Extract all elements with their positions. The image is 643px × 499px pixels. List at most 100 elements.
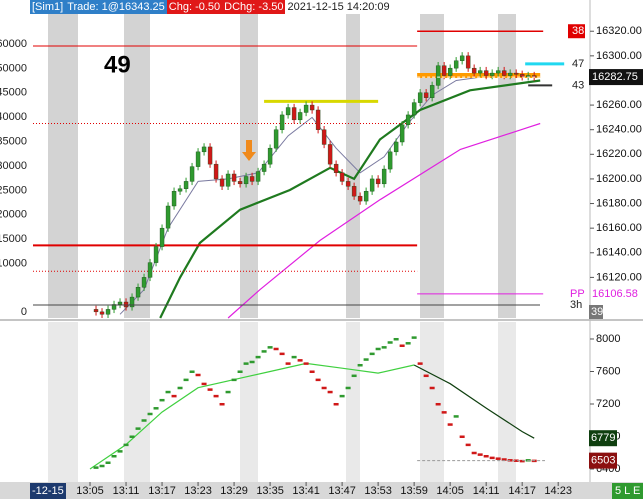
candle-body (369, 178, 375, 192)
trade: Trade: 1@16343.25 (65, 0, 167, 14)
avg-value-box (589, 430, 617, 447)
moving-average (227, 122, 541, 319)
candle-body (417, 92, 423, 103)
indicator-dash (99, 464, 105, 468)
indicator-dash (111, 454, 117, 458)
indicator-dash (123, 443, 129, 447)
candle-body (495, 70, 501, 74)
candle-body (279, 114, 285, 130)
indicator-dash (237, 370, 243, 373)
indicator-dash (369, 352, 375, 356)
indicator-dash (327, 390, 333, 394)
left-axis-label: 25000 (0, 184, 27, 196)
indicator-dash (231, 378, 237, 382)
indicator-dash (501, 458, 507, 461)
session-band (48, 14, 78, 318)
candle-body (441, 65, 447, 76)
candle-body (117, 301, 123, 305)
x-tick-label: 13:23 (184, 485, 212, 497)
left-axis-label: 30000 (0, 160, 27, 172)
indicator-dash (393, 337, 399, 341)
candle-body (339, 172, 345, 182)
indicator-dash (273, 347, 279, 351)
indicator-dash (183, 378, 189, 382)
indicator-dash (207, 388, 213, 391)
avg-value: 6779 (591, 432, 615, 444)
candle-body (237, 181, 243, 185)
candle-body (297, 112, 303, 121)
pivot-name: PP (570, 288, 585, 300)
candle-body (261, 163, 267, 172)
candle-body (267, 147, 273, 165)
indicator-dash (189, 370, 195, 373)
indicator-dash (165, 390, 171, 394)
candle-body (327, 144, 333, 165)
candle-body (501, 70, 507, 76)
indicator-dash (441, 411, 447, 414)
candle-body (105, 309, 111, 315)
x-tick-label: 14:23 (544, 485, 572, 497)
x-tick-label: 13:05 (76, 485, 104, 497)
indicator-dash (435, 402, 441, 406)
y-tick-label: 16220.00 (596, 148, 642, 160)
indicator-dash (159, 398, 165, 402)
candle-body (285, 107, 291, 116)
x-tick-label: 13:47 (328, 485, 356, 497)
x-tick-label: 13:17 (148, 485, 176, 497)
candle-body (429, 85, 435, 98)
candle-body (507, 72, 513, 76)
indicator-dash (333, 402, 339, 406)
indicator-dash (321, 386, 327, 390)
candle-body (195, 151, 201, 167)
level-tag-box (568, 24, 585, 39)
time-axis-strip (0, 482, 643, 499)
indicator-dash (117, 450, 123, 453)
signal-arrow (242, 140, 256, 161)
account: [Sim1] (30, 0, 66, 14)
session-band (48, 322, 78, 482)
indicator-dash (483, 454, 489, 458)
level-tag: 38 (572, 25, 584, 37)
candle-body (213, 163, 219, 180)
y-tick-label: 8000 (596, 333, 620, 345)
indicator-dash (507, 459, 513, 462)
session-band (124, 322, 150, 482)
candle-body (231, 173, 237, 182)
candle-body (435, 65, 441, 86)
indicator-dash (375, 347, 381, 351)
candle-body (363, 191, 369, 202)
x-tick-label: 14:05 (436, 485, 464, 497)
candle-body (171, 191, 177, 207)
candle-body (315, 109, 321, 130)
session-band (498, 14, 516, 318)
indicator-dash (195, 373, 201, 377)
candle-body (183, 181, 189, 189)
indicator-dash (447, 423, 453, 426)
last-value: 6503 (591, 455, 615, 467)
indicator-dash (291, 355, 297, 359)
indicator-dash (135, 427, 141, 430)
y-tick-label: 16300.00 (596, 50, 642, 62)
indicator-dash (315, 378, 321, 382)
candle-body (177, 188, 183, 192)
x-tick-label: 13:11 (113, 485, 140, 497)
timestamp: 2021-12-15 14:20:09 (287, 1, 390, 13)
left-axis-label: 10000 (0, 258, 27, 270)
candle-body (135, 287, 141, 298)
indicator-dash (141, 419, 147, 422)
last-price: 16282.75 (592, 71, 638, 83)
candle-body (243, 176, 249, 185)
candle-body (273, 129, 279, 149)
indicator-dash (477, 453, 483, 456)
indicator-dash (279, 352, 285, 356)
indicator-dash (243, 362, 249, 365)
indicator-dash (495, 457, 501, 460)
candle-body (153, 246, 159, 263)
candle-body (111, 304, 117, 310)
candle-body (189, 166, 195, 182)
left-axis-label: 60000 (0, 38, 27, 50)
indicator-dash (147, 412, 153, 416)
